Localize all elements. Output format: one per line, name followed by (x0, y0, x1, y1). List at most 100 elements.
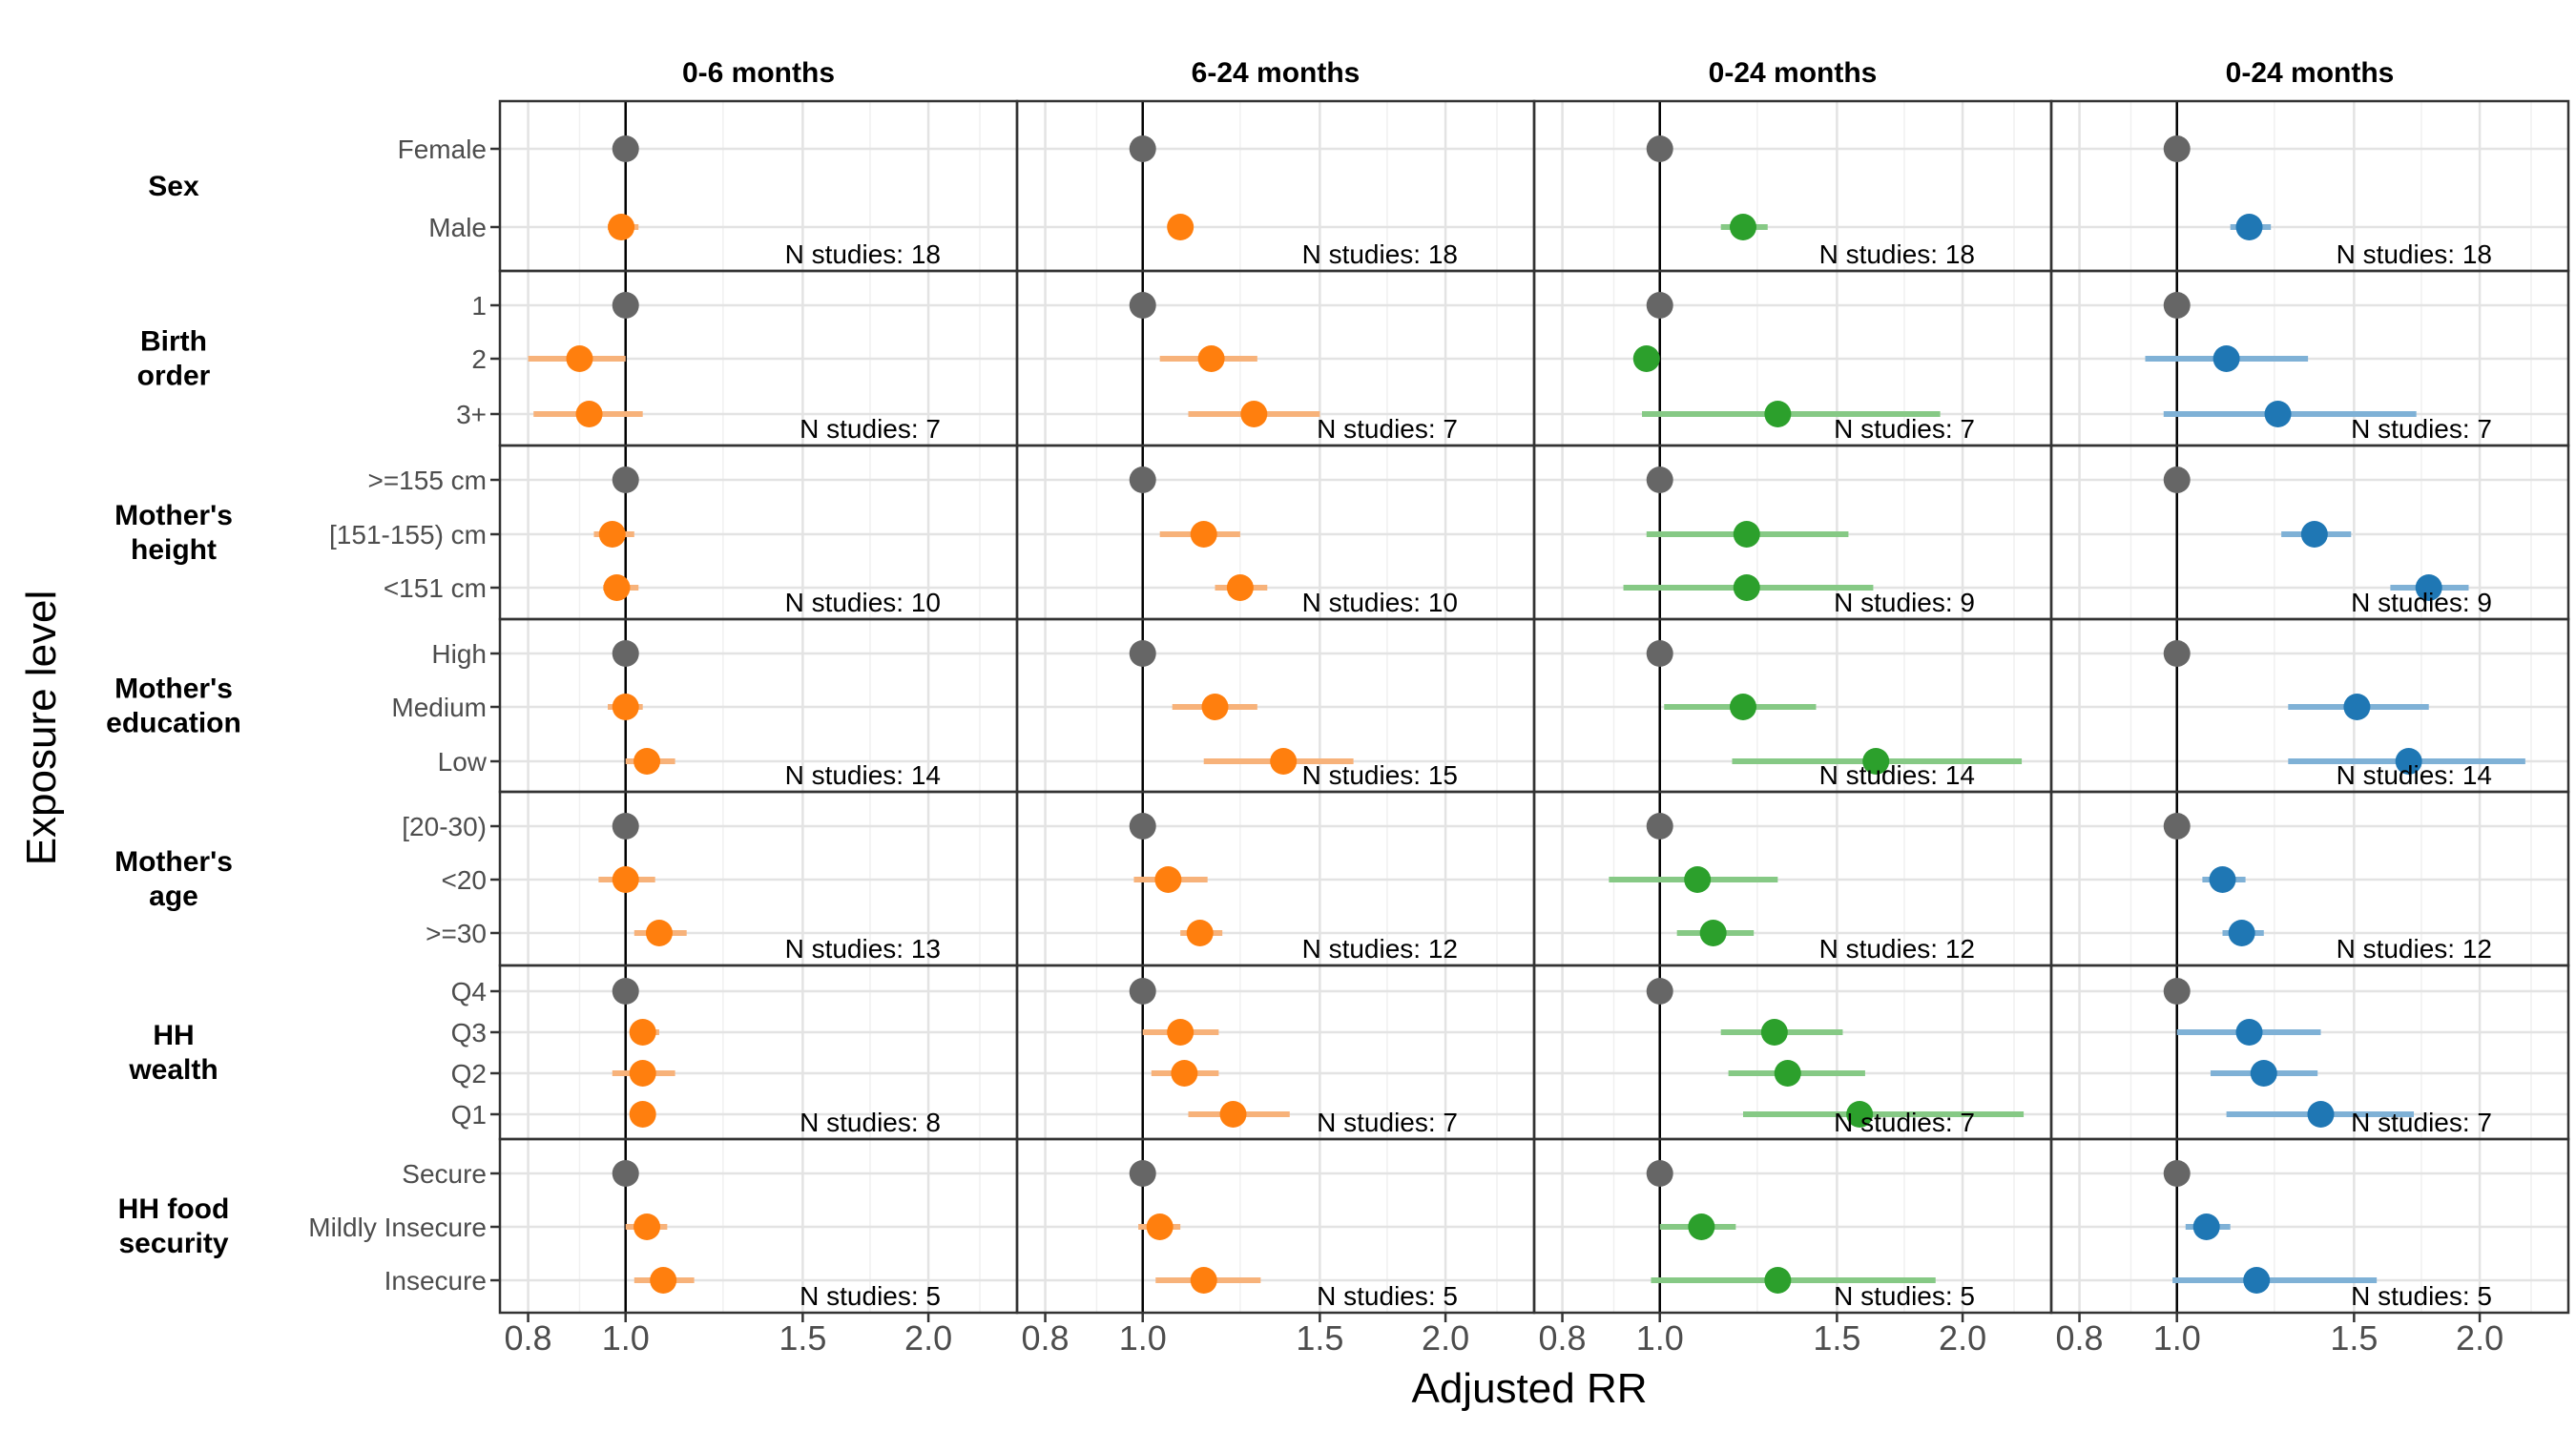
group-label: Mother's education (106, 674, 241, 739)
n-studies-label: N studies: 7 (1834, 414, 1975, 444)
estimate-point (2395, 748, 2422, 775)
x-tick-label: 1.0 (602, 1318, 650, 1358)
estimate-point (2307, 1101, 2335, 1128)
estimate-point (1729, 694, 1756, 720)
reference-point (1646, 813, 1673, 840)
level-label: [20-30) (402, 812, 487, 841)
estimate-point (2235, 1019, 2263, 1046)
estimate-point (2415, 574, 2442, 601)
estimate-point (612, 694, 639, 720)
n-studies-label: N studies: 18 (1302, 239, 1458, 269)
level-label: Q1 (451, 1100, 487, 1130)
estimate-point (2343, 694, 2371, 720)
reference-point (1646, 135, 1673, 162)
x-tick-label: 0.8 (505, 1318, 552, 1358)
estimate-point (2235, 214, 2263, 240)
group-label: HH wealth (128, 1020, 218, 1086)
n-studies-label: N studies: 10 (1302, 588, 1458, 617)
estimate-point (2209, 866, 2236, 893)
n-studies-label: N studies: 7 (800, 414, 941, 444)
reference-point (1646, 1160, 1673, 1187)
n-studies-label: N studies: 15 (1302, 760, 1458, 790)
x-tick-label: 1.0 (2153, 1318, 2201, 1358)
level-label: >=30 (426, 919, 487, 948)
estimate-point (1684, 866, 1712, 893)
estimate-point (629, 1060, 656, 1087)
estimate-point (629, 1019, 656, 1046)
n-studies-label: N studies: 12 (2337, 934, 2492, 964)
x-tick-label: 1.5 (1296, 1318, 1343, 1358)
level-label: Q3 (451, 1018, 487, 1047)
reference-point (1129, 813, 1156, 840)
reference-point (1129, 292, 1156, 319)
column-title: 0-24 months (1709, 57, 1878, 89)
x-tick-label: 1.5 (779, 1318, 826, 1358)
estimate-point (2300, 521, 2328, 548)
reference-point (1129, 978, 1156, 1005)
x-tick-label: 2.0 (2456, 1318, 2503, 1358)
reference-point (1646, 978, 1673, 1005)
n-studies-label: N studies: 9 (1834, 588, 1975, 617)
level-label: Secure (402, 1159, 487, 1189)
level-label: Q2 (451, 1059, 487, 1089)
group-label: Mother's age (114, 846, 233, 912)
level-label: Low (438, 747, 488, 777)
estimate-point (1154, 866, 1182, 893)
reference-point (2163, 467, 2191, 493)
column-title: 6-24 months (1192, 57, 1361, 89)
x-tick-label: 2.0 (904, 1318, 952, 1358)
n-studies-label: N studies: 5 (1317, 1281, 1458, 1311)
estimate-point (1240, 401, 1268, 427)
estimate-point (1760, 1019, 1788, 1046)
n-studies-label: N studies: 12 (1302, 934, 1458, 964)
level-label: High (431, 639, 487, 669)
column-title: 0-24 months (2226, 57, 2395, 89)
estimate-point (2243, 1267, 2271, 1294)
estimate-point (1733, 574, 1760, 601)
estimate-point (2192, 1213, 2220, 1240)
level-label: >=155 cm (367, 466, 487, 495)
n-studies-label: N studies: 14 (785, 760, 941, 790)
group-label: Sex (148, 171, 199, 202)
reference-point (2163, 978, 2191, 1005)
group-label: Birth order (137, 326, 211, 392)
estimate-point (1862, 748, 1890, 775)
x-tick-label: 2.0 (1422, 1318, 1469, 1358)
reference-point (612, 292, 639, 319)
n-studies-label: N studies: 13 (785, 934, 941, 964)
n-studies-label: N studies: 12 (1819, 934, 1975, 964)
estimate-point (1764, 401, 1792, 427)
estimate-point (645, 920, 673, 946)
level-label: <20 (442, 865, 488, 895)
estimate-point (1226, 574, 1254, 601)
reference-point (612, 978, 639, 1005)
n-studies-label: N studies: 14 (1819, 760, 1975, 790)
n-studies-label: N studies: 7 (2351, 414, 2492, 444)
panel-frame (2049, 1137, 2570, 1315)
n-studies-label: N studies: 7 (2351, 1108, 2492, 1137)
reference-point (612, 813, 639, 840)
estimate-point (566, 345, 593, 372)
estimate-point (1632, 345, 1660, 372)
estimate-point (629, 1101, 656, 1128)
estimate-point (603, 574, 631, 601)
estimate-point (1688, 1213, 1715, 1240)
n-studies-label: N studies: 5 (800, 1281, 941, 1311)
group-label: HH food security (118, 1193, 230, 1259)
reference-point (1646, 640, 1673, 667)
x-axis-title: Adjusted RR (1411, 1365, 1647, 1412)
estimate-point (1774, 1060, 1801, 1087)
x-tick-label: 0.8 (1022, 1318, 1070, 1358)
estimate-point (1146, 1213, 1174, 1240)
reference-point (2163, 1160, 2191, 1187)
reference-point (1129, 467, 1156, 493)
reference-point (612, 467, 639, 493)
group-label: Mother's height (114, 500, 233, 566)
level-label: Q4 (451, 977, 487, 1006)
y-axis-title: Exposure level (18, 591, 65, 866)
n-studies-label: N studies: 18 (785, 239, 941, 269)
n-studies-label: N studies: 7 (1317, 414, 1458, 444)
estimate-point (1167, 214, 1195, 240)
estimate-point (1167, 1019, 1195, 1046)
estimate-point (2264, 401, 2292, 427)
